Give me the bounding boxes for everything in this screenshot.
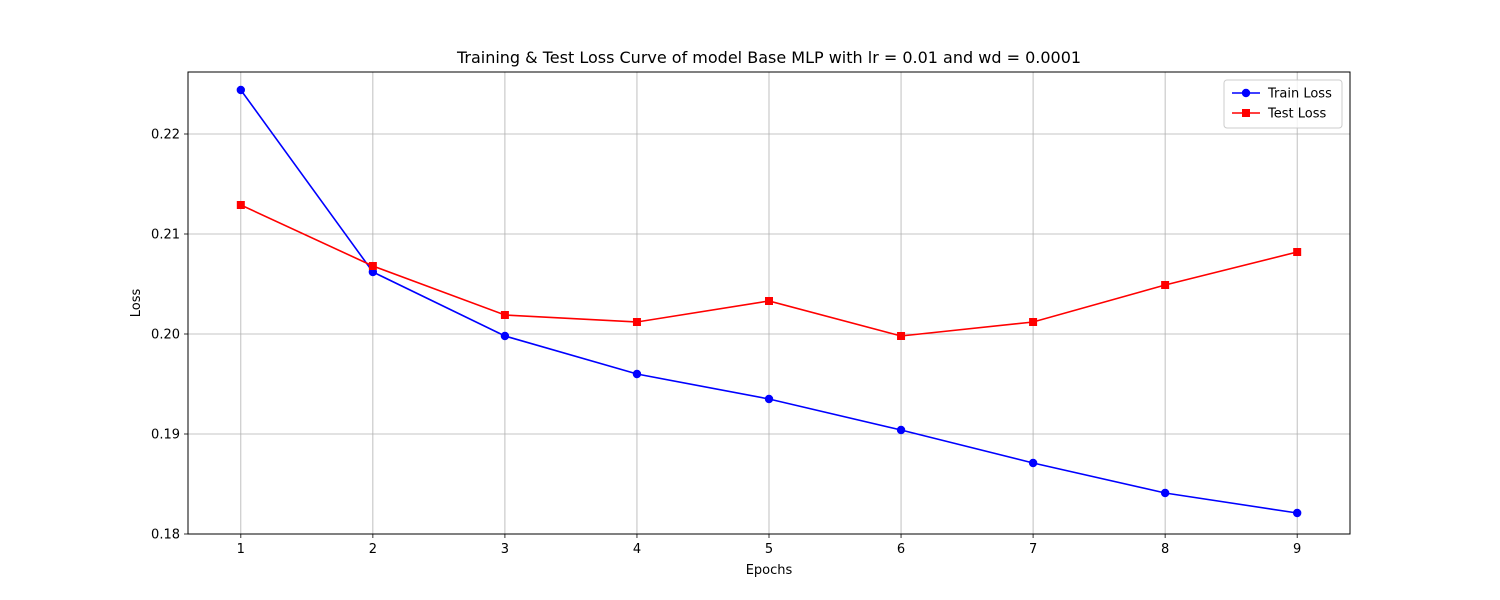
x-tick-label: 4 bbox=[633, 542, 641, 557]
x-tick-label: 2 bbox=[369, 542, 377, 557]
data-point bbox=[1029, 318, 1038, 326]
legend-items: Train Loss Test Loss bbox=[1232, 87, 1332, 122]
data-point bbox=[500, 331, 510, 341]
x-tick-label: 6 bbox=[897, 542, 905, 557]
y-tick-label: 0.22 bbox=[151, 128, 180, 143]
legend-box bbox=[1223, 79, 1343, 129]
legend-marker bbox=[1242, 109, 1250, 117]
legend-label: Test Loss bbox=[1267, 107, 1326, 122]
x-tick-label: 9 bbox=[1293, 542, 1301, 557]
x-tick-label: 1 bbox=[237, 542, 245, 557]
data-point bbox=[897, 332, 906, 340]
chart-title: Training & Test Loss Curve of model Base… bbox=[456, 48, 1081, 67]
legend: Train Loss Test Loss bbox=[1223, 79, 1343, 129]
data-point bbox=[1293, 248, 1302, 256]
data-point bbox=[764, 394, 774, 404]
legend-item: Train Loss bbox=[1232, 87, 1332, 102]
y-tick-label: 0.21 bbox=[151, 228, 180, 243]
data-point bbox=[632, 318, 641, 326]
data-point bbox=[1160, 488, 1170, 498]
y-tick-label: 0.20 bbox=[151, 328, 180, 343]
data-point bbox=[500, 311, 509, 319]
legend-marker bbox=[1241, 88, 1251, 98]
x-tick-label: 5 bbox=[765, 542, 773, 557]
x-tick-label: 7 bbox=[1029, 542, 1037, 557]
y-tick-label: 0.18 bbox=[151, 528, 180, 543]
data-point bbox=[632, 369, 642, 379]
data-point bbox=[1028, 458, 1038, 468]
series-test-loss bbox=[236, 201, 1302, 340]
x-axis-label: Epochs bbox=[746, 563, 793, 578]
y-tick-label: 0.19 bbox=[151, 428, 180, 443]
x-tick-label: 8 bbox=[1161, 542, 1169, 557]
data-point bbox=[896, 425, 906, 435]
tick-layer: 1 2 3 4 5 6 7 8 9 0.18 0.19 0.20 0.21 0.22 bbox=[151, 128, 1301, 558]
legend-item: Test Loss bbox=[1232, 107, 1326, 122]
y-axis-label: Loss bbox=[129, 289, 144, 318]
x-tick-label: 3 bbox=[501, 542, 509, 557]
data-point bbox=[765, 297, 773, 305]
data-point bbox=[236, 201, 245, 209]
series-layer bbox=[236, 85, 1302, 518]
data-point bbox=[1161, 281, 1170, 289]
data-point bbox=[236, 85, 246, 95]
data-point bbox=[368, 262, 377, 270]
data-point bbox=[1292, 508, 1302, 518]
series-train-loss bbox=[236, 85, 1302, 518]
legend-label: Train Loss bbox=[1267, 87, 1332, 102]
